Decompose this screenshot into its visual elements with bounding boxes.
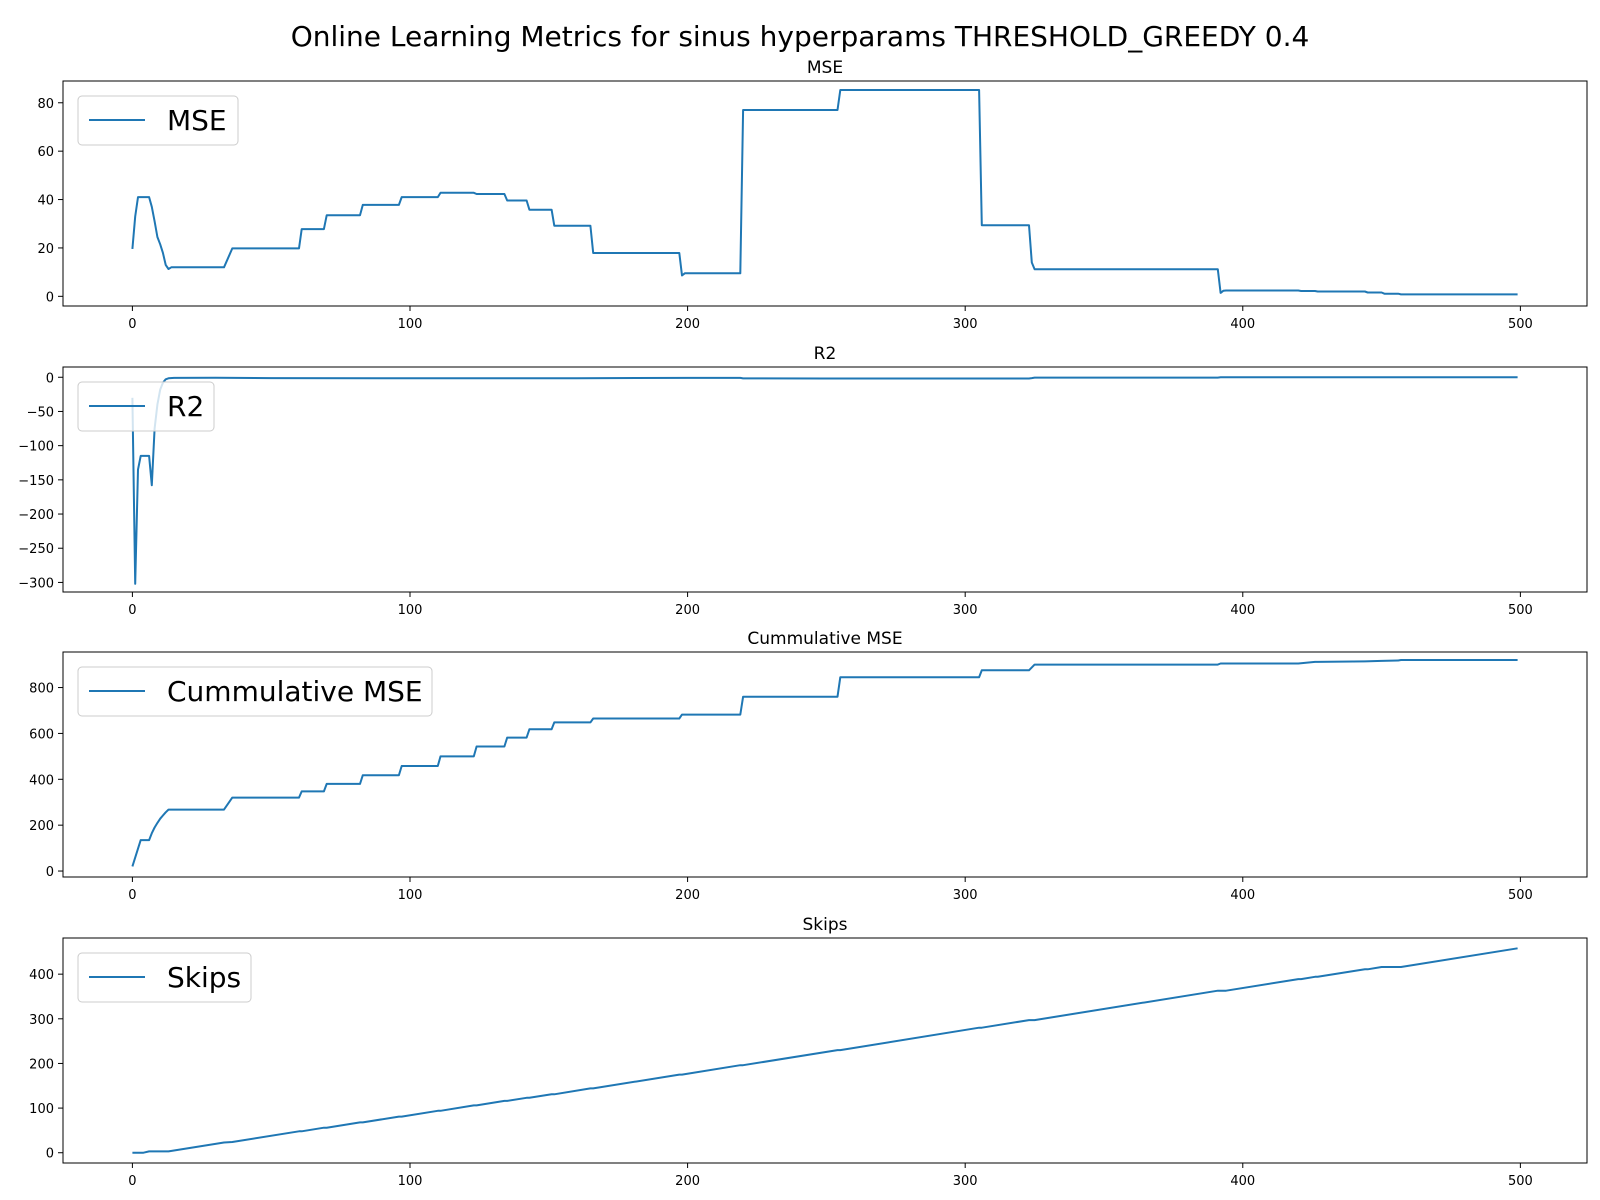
y-tick-label: 20: [37, 242, 54, 257]
y-tick-label: 600: [29, 727, 54, 742]
subplot-mse: MSE 0 100 200 300 400 500 0 20 40 60 80 MSE: [37, 58, 1588, 332]
y-tick-label: 300: [29, 1013, 54, 1028]
y-tick-label: 0: [46, 865, 54, 880]
subplot-cummulative-mse: Cummulative MSE 0 100 200 300 400 500 0 200 400 60…: [29, 629, 1588, 903]
subplot-r2: R2 0 100 200 300 400 500 0 −50 −100 −150 −200 −250 −3…: [18, 344, 1588, 618]
x-tick-label: 200: [675, 888, 700, 903]
y-tick-label: 40: [37, 194, 54, 209]
legend-box: [77, 381, 215, 432]
subplot-title: Skips: [802, 915, 847, 935]
x-tick-label: 400: [1230, 317, 1255, 332]
y-tick-label: 60: [37, 145, 54, 160]
legend: Skips: [77, 952, 252, 1003]
x-tick-label: 0: [128, 888, 136, 903]
legend-label: Skips: [167, 961, 241, 994]
axes-frame: [62, 366, 1588, 593]
legend-label: MSE: [167, 104, 227, 137]
x-tick-label: 300: [953, 317, 978, 332]
y-tick-label: −50: [27, 405, 54, 420]
y-tick-label: −150: [18, 474, 54, 489]
y-tick-label: 200: [29, 1057, 54, 1072]
y-tick-label: 400: [29, 773, 54, 788]
subplot-title: R2: [814, 344, 837, 364]
y-tick-label: 100: [29, 1102, 54, 1117]
x-tick-label: 500: [1508, 888, 1533, 903]
x-tick-label: 300: [953, 1174, 978, 1189]
x-tick-label: 400: [1230, 888, 1255, 903]
legend-box: [77, 95, 239, 146]
series-line-r2: [131, 376, 1518, 585]
x-tick-label: 200: [675, 1174, 700, 1189]
y-tick-label: −250: [18, 542, 54, 557]
x-tick-label: 400: [1230, 603, 1255, 618]
x-tick-label: 100: [398, 603, 423, 618]
legend-label: Cummulative MSE: [167, 675, 423, 708]
y-tick-label: 0: [46, 1147, 54, 1162]
x-tick-label: 200: [675, 603, 700, 618]
y-tick-label: 800: [29, 682, 54, 697]
x-tick-label: 0: [128, 603, 136, 618]
y-tick-label: −100: [18, 440, 54, 455]
figure-title: Online Learning Metrics for sinus hyperp…: [291, 20, 1310, 53]
series-line-cummulative-mse: [131, 659, 1518, 867]
y-tick-label: 0: [46, 371, 54, 386]
x-tick-label: 100: [398, 1174, 423, 1189]
x-tick-label: 500: [1508, 317, 1533, 332]
axes-frame: [62, 80, 1588, 307]
x-tick-label: 100: [398, 317, 423, 332]
series-line-skips: [132, 947, 1518, 1154]
legend: MSE: [77, 95, 239, 146]
legend: R2: [77, 381, 215, 432]
x-tick-label: 0: [128, 1174, 136, 1189]
y-tick-label: −300: [18, 576, 54, 591]
y-tick-label: 200: [29, 819, 54, 834]
x-tick-label: 100: [398, 888, 423, 903]
axes-frame: [62, 651, 1588, 878]
y-tick-label: 80: [37, 97, 54, 112]
x-tick-label: 300: [953, 888, 978, 903]
x-tick-label: 500: [1508, 1174, 1533, 1189]
legend-label: R2: [167, 390, 204, 423]
x-tick-label: 200: [675, 317, 700, 332]
legend-box: [77, 666, 433, 717]
axes-frame: [62, 937, 1588, 1164]
y-tick-label: −200: [18, 508, 54, 523]
x-tick-label: 400: [1230, 1174, 1255, 1189]
y-tick-label: 400: [29, 968, 54, 983]
legend: Cummulative MSE: [77, 666, 433, 717]
subplot-title: MSE: [807, 58, 843, 78]
x-tick-label: 0: [128, 317, 136, 332]
x-tick-label: 300: [953, 603, 978, 618]
y-tick-label: 0: [46, 290, 54, 305]
subplot-title: Cummulative MSE: [747, 629, 902, 649]
series-line-mse: [131, 89, 1518, 296]
subplot-skips: Skips 0 100 200 300 400 500 0 100 200 300 400 Skips: [29, 915, 1588, 1189]
subplots: MSE 0 100 200 300 400 500 0 20 40 60 80 MSE R2 0 100 200…: [18, 58, 1588, 1189]
x-tick-label: 500: [1508, 603, 1533, 618]
legend-box: [77, 952, 252, 1003]
